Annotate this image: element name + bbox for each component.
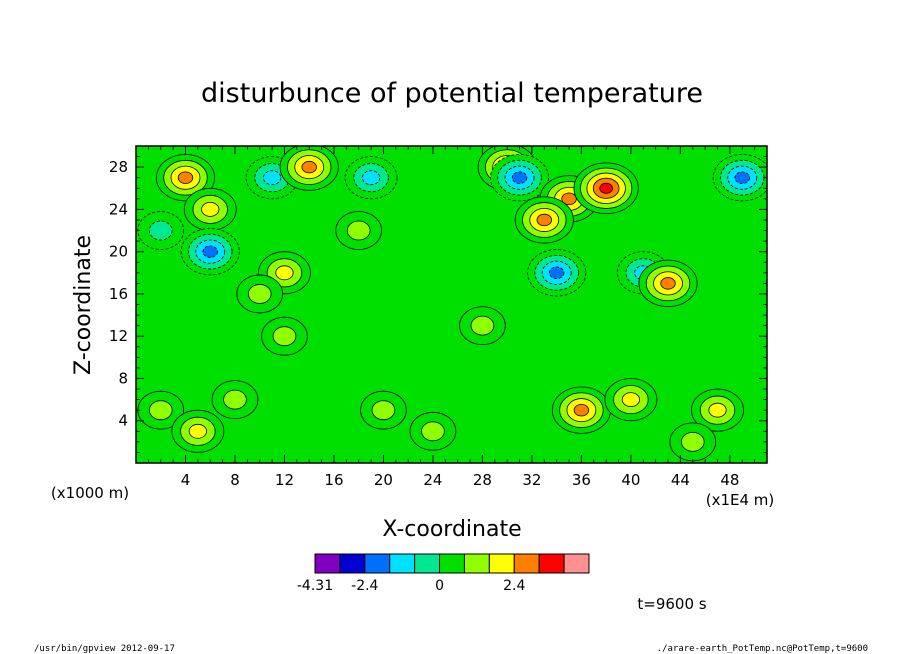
contour-level xyxy=(148,220,173,241)
colorbar-swatch xyxy=(463,553,490,574)
field-feature xyxy=(171,409,225,453)
y-tick-label: 16 xyxy=(109,285,128,303)
contour-level xyxy=(660,277,676,290)
field-feature xyxy=(180,228,240,276)
contour-level xyxy=(621,392,641,408)
footer-left: /usr/bin/gpview 2012-09-17 xyxy=(34,644,175,654)
field-feature xyxy=(459,306,506,346)
colorbar-swatch xyxy=(513,553,540,574)
contour-level xyxy=(548,266,565,280)
x-tick-label: 28 xyxy=(473,471,492,489)
contour-level xyxy=(188,423,207,439)
contour-level xyxy=(272,326,297,347)
y-tick-label: 4 xyxy=(118,412,128,430)
field-feature xyxy=(155,154,215,202)
contour-level xyxy=(536,213,552,227)
colorbar-label: 0 xyxy=(435,578,444,594)
footer-right: ./arare-earth_PotTemp.nc@PotTemp,t=9600 xyxy=(657,644,868,654)
colorbar-swatch xyxy=(364,553,391,574)
field-feature xyxy=(344,156,398,200)
contour-level xyxy=(599,182,613,194)
field-feature xyxy=(409,411,457,451)
field-feature xyxy=(638,259,698,307)
x-tick-label: 24 xyxy=(423,471,442,489)
y-tick-label: 12 xyxy=(109,327,128,345)
x-axis-unit: (x1E4 m) xyxy=(706,491,775,509)
colorbar-swatch xyxy=(414,553,441,574)
colorbar-label: -2.4 xyxy=(351,578,378,594)
x-tick-label: 20 xyxy=(374,471,393,489)
field-feature xyxy=(691,388,744,432)
contour-level xyxy=(202,245,218,258)
contour-level xyxy=(361,170,381,186)
colorbar-swatch xyxy=(538,553,565,574)
contour-level xyxy=(223,389,247,410)
contour-level xyxy=(201,201,220,217)
time-label: t=9600 s xyxy=(637,595,706,613)
contour-level xyxy=(301,160,317,174)
x-tick-label: 40 xyxy=(621,471,640,489)
contour-level xyxy=(421,421,445,442)
colorbar-swatch xyxy=(339,553,366,574)
contour-level xyxy=(275,265,294,281)
heatmap-field xyxy=(136,146,767,463)
contour-level xyxy=(680,431,705,452)
contour-level xyxy=(734,171,750,184)
field-feature xyxy=(514,196,574,244)
contour-level xyxy=(470,315,495,336)
contour-level xyxy=(573,403,590,417)
contour-level xyxy=(148,400,173,421)
x-tick-label: 12 xyxy=(275,471,294,489)
colorbar-label: -4.31 xyxy=(297,578,333,594)
field-feature xyxy=(211,380,259,420)
field-feature xyxy=(604,378,658,422)
field-feature xyxy=(669,422,717,462)
field-feature xyxy=(137,211,185,250)
contour-level xyxy=(346,220,371,241)
contour-level xyxy=(371,400,396,421)
x-tick-label: 4 xyxy=(181,471,191,489)
field-feature xyxy=(360,390,407,430)
field-feature xyxy=(527,249,587,297)
contour-level xyxy=(247,284,272,304)
y-tick-label: 20 xyxy=(109,243,128,261)
chart-title: disturbunce of potential temperature xyxy=(201,78,703,109)
colorbar-label: 2.4 xyxy=(503,578,525,594)
field-feature xyxy=(137,390,185,430)
x-tick-label: 48 xyxy=(720,471,739,489)
colorbar: -4.31 -2.4 0 2.4 xyxy=(297,553,590,594)
y-tick-label: 8 xyxy=(118,369,128,387)
x-tick-label: 16 xyxy=(324,471,343,489)
field-feature xyxy=(261,316,308,356)
colorbar-swatch xyxy=(439,553,465,574)
x-axis: 4 8 12 16 20 24 28 32 36 40 44 48 xyxy=(147,146,756,489)
x-tick-label: 32 xyxy=(522,471,541,489)
field-feature xyxy=(279,146,339,191)
y-axis-label: Z-coordinate xyxy=(71,235,96,375)
y-axis: 4 8 12 16 20 24 28 xyxy=(109,156,767,453)
field-feature xyxy=(551,386,611,434)
contour-level xyxy=(511,171,528,184)
field-feature xyxy=(335,211,383,250)
field-feature xyxy=(183,187,237,231)
colorbar-swatch xyxy=(488,553,515,574)
x-tick-label: 8 xyxy=(230,471,240,489)
field-feature xyxy=(712,154,767,202)
colorbar-swatch xyxy=(389,553,416,574)
field-feature xyxy=(236,274,284,314)
contour-level xyxy=(177,171,194,184)
field-feature xyxy=(573,162,639,215)
x-tick-label: 44 xyxy=(671,471,690,489)
y-axis-unit: (x1000 m) xyxy=(51,484,129,502)
x-axis-label: X-coordinate xyxy=(382,517,521,542)
contour-level xyxy=(262,170,282,186)
y-tick-label: 24 xyxy=(109,200,128,218)
colorbar-swatch xyxy=(563,553,590,574)
y-tick-label: 28 xyxy=(109,158,128,176)
field-feature xyxy=(490,154,550,202)
x-tick-label: 36 xyxy=(572,471,591,489)
contour-level xyxy=(708,402,727,418)
colorbar-swatch xyxy=(314,553,341,574)
